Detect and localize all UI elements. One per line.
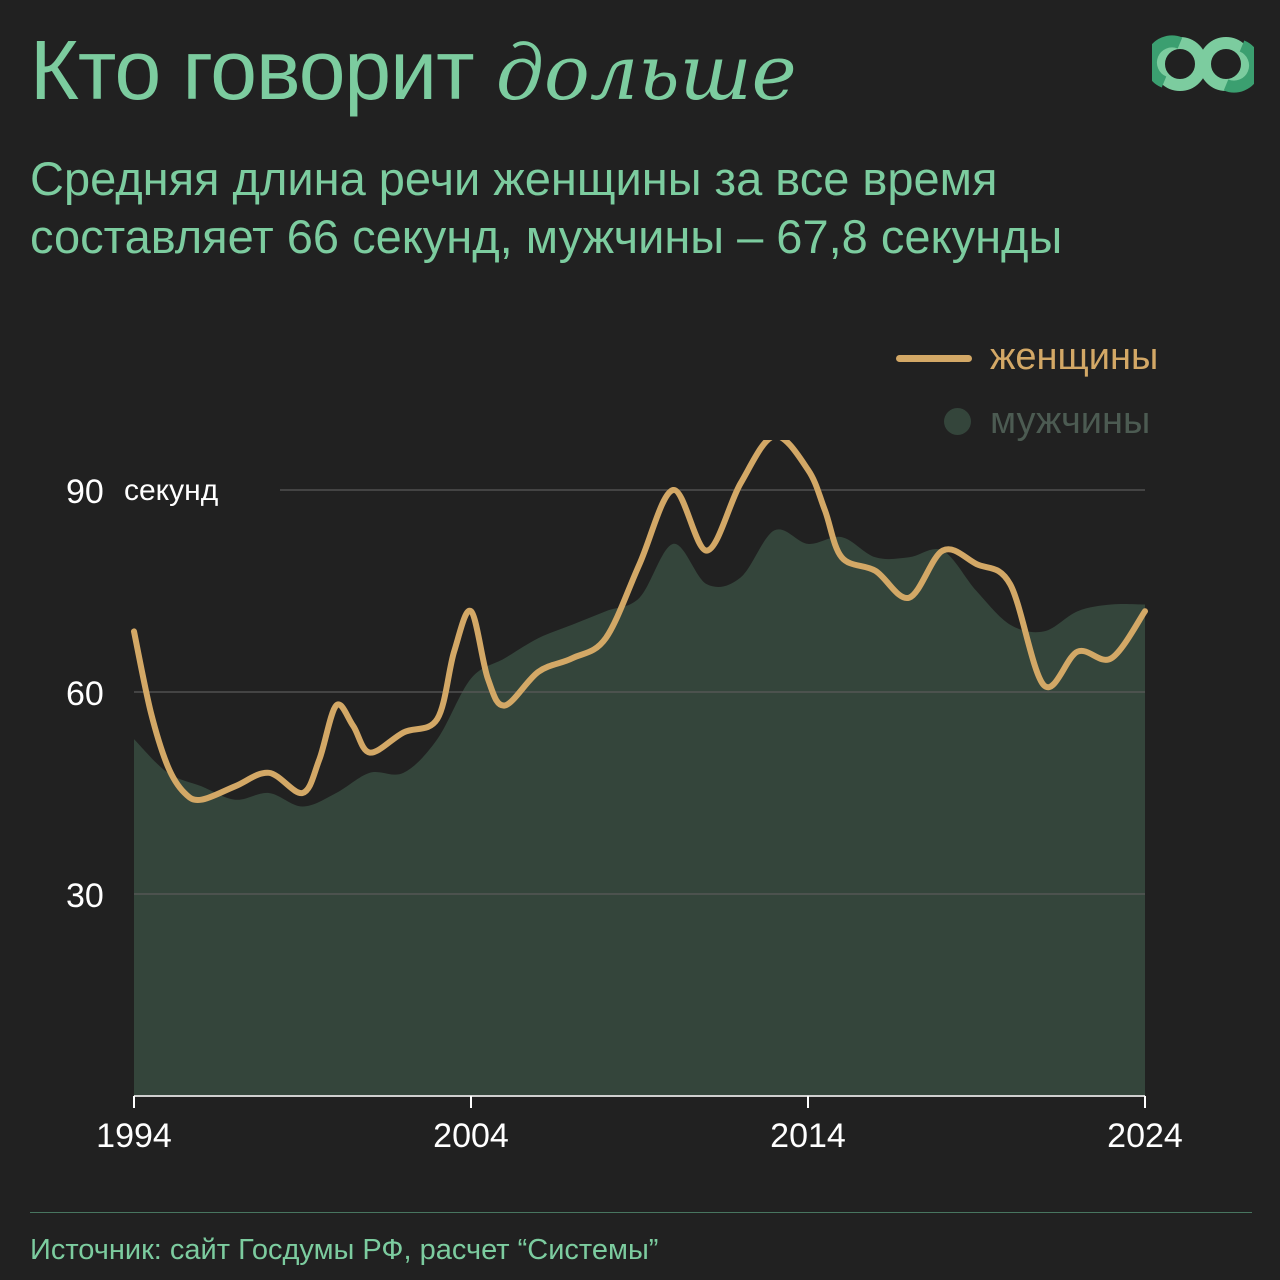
series-women-line bbox=[131, 440, 1148, 803]
title-plain: Кто говорит bbox=[30, 23, 475, 117]
x-tick-label: 2014 bbox=[770, 1117, 846, 1155]
legend-men-label: мужчины bbox=[990, 400, 1151, 442]
chart-subtitle: Средняя длина речи женщины за все время … bbox=[30, 152, 1063, 263]
y-tick-label: 30 bbox=[66, 877, 104, 915]
x-tick-label: 2004 bbox=[433, 1117, 509, 1155]
legend-women-label: женщины bbox=[990, 336, 1159, 378]
x-tick-label: 1994 bbox=[96, 1117, 172, 1155]
y-tick-label: 90 bbox=[66, 473, 104, 511]
source-note: Источник: сайт Госдумы РФ, расчет “Систе… bbox=[30, 1234, 659, 1266]
speech-length-chart: 30 60 90 секунд 1994 2004 2014 2024 bbox=[66, 440, 1183, 1155]
y-axis-unit-label: секунд bbox=[124, 474, 218, 507]
legend-women-swatch bbox=[896, 355, 972, 362]
y-tick-label: 60 bbox=[66, 675, 104, 713]
series-men-area bbox=[134, 529, 1145, 1096]
x-tick-label: 2024 bbox=[1107, 1117, 1183, 1155]
chart-title: Кто говорит дольше bbox=[30, 22, 797, 121]
infinity-logo-icon bbox=[1152, 35, 1254, 93]
footer-divider bbox=[30, 1212, 1252, 1213]
title-italic: дольше bbox=[495, 28, 797, 117]
legend-men-swatch bbox=[944, 408, 971, 435]
